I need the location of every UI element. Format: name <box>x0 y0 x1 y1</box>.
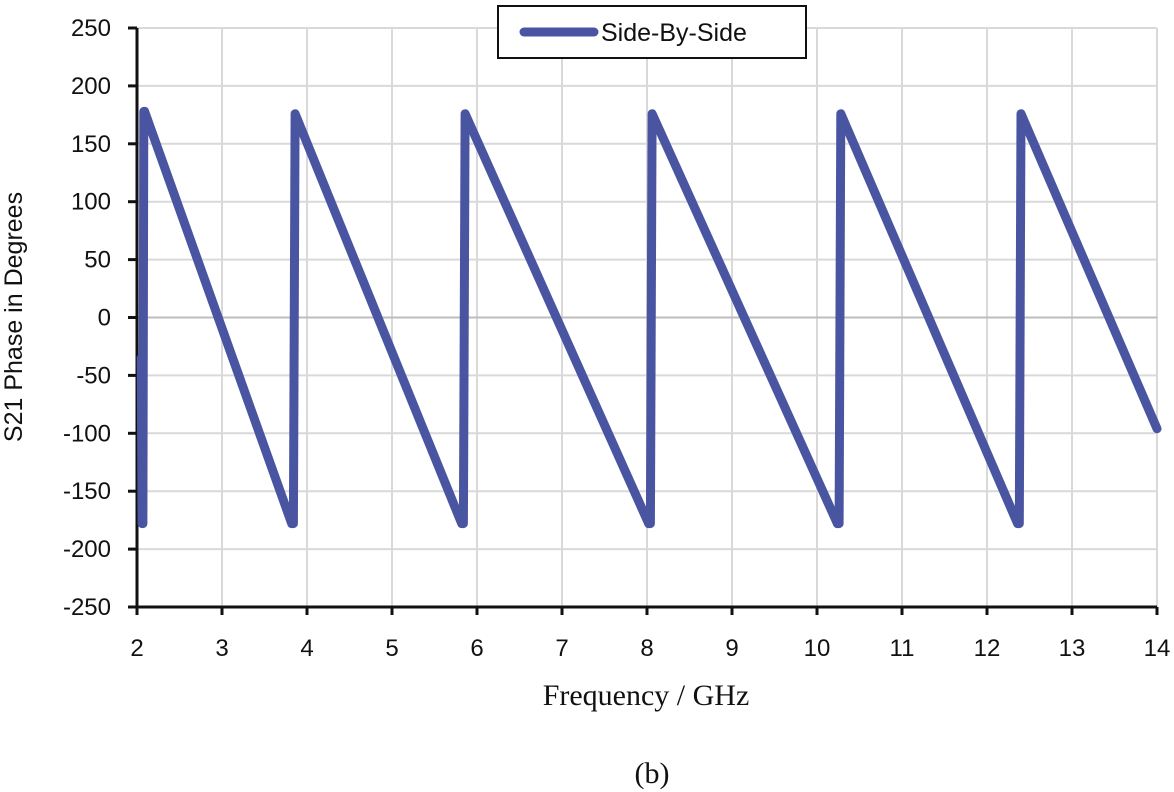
legend-label: Side-By-Side <box>601 19 747 47</box>
y-tick-label: -200 <box>63 536 111 563</box>
figure-caption: (b) <box>635 757 670 790</box>
x-tick-label: 13 <box>1059 635 1086 662</box>
x-axis-title: Frequency / GHz <box>543 679 750 712</box>
x-tick-label: 2 <box>130 635 143 662</box>
y-tick-label: 150 <box>71 131 111 158</box>
x-tick-label: 6 <box>470 635 483 662</box>
x-tick-label: 12 <box>974 635 1001 662</box>
y-tick-labels: 250 200 150 100 50 0 -50 -100 -150 -200 -250 <box>63 15 111 621</box>
x-tick-label: 11 <box>890 635 915 662</box>
x-tick-label: 8 <box>640 635 653 662</box>
x-tick-label: 10 <box>804 635 831 662</box>
axes <box>128 26 1159 615</box>
y-tick-label: 250 <box>71 15 111 42</box>
y-tick-label: 200 <box>71 73 111 100</box>
x-tick-label: 5 <box>385 635 398 662</box>
y-axis-title: S21 Phase in Degrees <box>0 192 28 442</box>
x-tick-label: 9 <box>725 635 738 662</box>
y-tick-label: -150 <box>63 478 111 505</box>
x-tick-labels: 2 3 4 5 6 7 8 9 10 11 12 13 14 <box>130 635 1170 662</box>
legend: Side-By-Side <box>497 5 807 59</box>
y-tick-label: 50 <box>84 247 111 274</box>
y-tick-label: -250 <box>63 594 111 621</box>
y-tick-label: 0 <box>98 305 111 332</box>
y-tick-label: -100 <box>63 420 111 447</box>
x-tick-label: 4 <box>300 635 313 662</box>
x-tick-label: 14 <box>1144 635 1171 662</box>
x-tick-label: 7 <box>555 635 568 662</box>
series-lines <box>136 106 1162 529</box>
y-tick-label: 100 <box>71 189 111 216</box>
y-tick-label: -50 <box>76 362 111 389</box>
x-tick-label: 3 <box>215 635 228 662</box>
series-line-side-by-side <box>136 106 1162 529</box>
